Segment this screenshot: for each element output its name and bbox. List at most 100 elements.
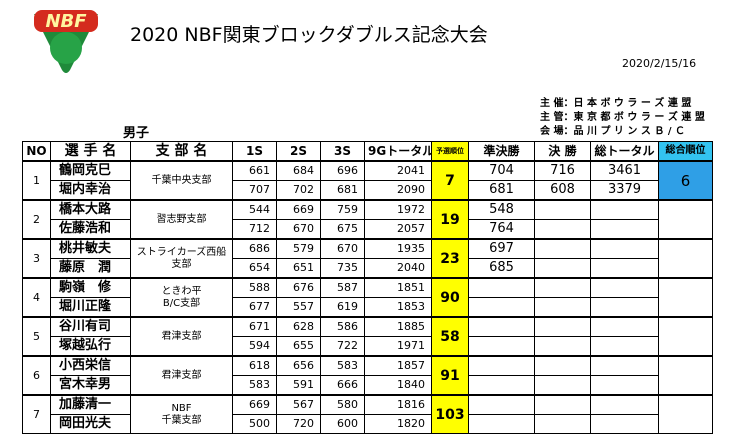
- header-cell: 支 部 名: [130, 141, 233, 162]
- score: 697: [468, 238, 535, 259]
- overall-rank: 6: [658, 160, 713, 201]
- score: 655: [276, 336, 321, 357]
- overall-rank: [658, 199, 713, 240]
- score: [590, 219, 659, 240]
- player-row: 2 橋本大路 習志野支部 544 669 759 1972 19 548: [22, 199, 713, 240]
- score: 759: [320, 199, 365, 220]
- score: 600: [320, 414, 365, 434]
- score: [468, 394, 535, 415]
- score: 716: [534, 160, 591, 181]
- overall-rank: [658, 238, 713, 279]
- score: [590, 375, 659, 396]
- player-row: 1 鶴岡克巳 千葉中央支部 661 684 696 2041 7 704 716 3461 6: [22, 160, 713, 201]
- player-name: 小西栄信: [50, 355, 131, 376]
- score: 588: [232, 277, 277, 298]
- score: 586: [320, 316, 365, 337]
- branch: ときわ平 B/C支部: [130, 277, 233, 318]
- score: 720: [276, 414, 321, 434]
- score: 654: [232, 258, 277, 279]
- score: 583: [320, 355, 365, 376]
- section: 男子: [123, 126, 150, 141]
- player-name: 谷川有司: [50, 316, 131, 337]
- score: 681: [320, 180, 365, 201]
- header-cell: 3S: [320, 141, 365, 162]
- score: 583: [232, 375, 277, 396]
- score: [534, 277, 591, 298]
- score: [468, 355, 535, 376]
- score: 1935: [364, 238, 432, 259]
- player-name: 堀川正隆: [50, 297, 131, 318]
- score: 684: [276, 160, 321, 181]
- player-name: 塚越弘行: [50, 336, 131, 357]
- score: [534, 394, 591, 415]
- score: [468, 336, 535, 357]
- branch: 君津支部: [130, 355, 233, 396]
- overall-rank: [658, 316, 713, 357]
- player-row: 4 駒嶺 修ときわ平 B/C支部 588 676 587 1851 90: [22, 277, 713, 318]
- qualify-rank: 19: [431, 199, 469, 240]
- qualify-rank: 103: [431, 394, 469, 434]
- header-cell: 準決勝: [468, 141, 535, 162]
- score: [534, 219, 591, 240]
- score: 722: [320, 336, 365, 357]
- player-name: 鶴岡克巳: [50, 160, 131, 181]
- team-no: 6: [22, 355, 51, 396]
- score: [590, 355, 659, 376]
- score: 2040: [364, 258, 432, 279]
- qualify-rank: 58: [431, 316, 469, 357]
- score: [590, 238, 659, 259]
- score: 3461: [590, 160, 659, 181]
- player-row: 6 小西栄信 君津支部 618 656 583 1857 91: [22, 355, 713, 396]
- score: 661: [232, 160, 277, 181]
- score: 548: [468, 199, 535, 220]
- player-name: 桃井敏夫: [50, 238, 131, 259]
- score: [590, 414, 659, 434]
- score: 670: [320, 238, 365, 259]
- header-cell: 総合順位: [658, 141, 713, 162]
- score: 671: [232, 316, 277, 337]
- header-cell: NO: [22, 141, 51, 162]
- score: 2057: [364, 219, 432, 240]
- branch-line: 千葉支部: [161, 414, 202, 426]
- score: 594: [232, 336, 277, 357]
- score: 702: [276, 180, 321, 201]
- score: 591: [276, 375, 321, 396]
- score: 669: [232, 394, 277, 415]
- score: [590, 277, 659, 298]
- score: [534, 336, 591, 357]
- logo: NBF: [34, 10, 98, 73]
- player-row: 塚越弘行 594 655 722 1971: [23, 336, 713, 357]
- logo-band: [34, 10, 98, 32]
- qualify-rank: 91: [431, 355, 469, 396]
- score: 608: [534, 180, 591, 201]
- date: 2020/2/15/16: [622, 57, 697, 70]
- score: 1885: [364, 316, 432, 337]
- score: 677: [232, 297, 277, 318]
- score: [590, 316, 659, 337]
- branch-line: 支部: [171, 258, 192, 270]
- score: 618: [232, 355, 277, 376]
- score: 712: [232, 219, 277, 240]
- qualify-rank: 90: [431, 277, 469, 318]
- branch: 君津支部: [130, 316, 233, 357]
- score: 579: [276, 238, 321, 259]
- qualify-rank: 23: [431, 238, 469, 279]
- score: 3379: [590, 180, 659, 201]
- score: 676: [276, 277, 321, 298]
- score: 557: [276, 297, 321, 318]
- score: 628: [276, 316, 321, 337]
- score: 1972: [364, 199, 432, 220]
- branch: ストライカーズ西船 支部: [130, 238, 233, 279]
- logo-ball: [50, 32, 82, 64]
- player-row: 5 谷川有司 君津支部 671 628 586 1885 58: [22, 316, 713, 357]
- score: 681: [468, 180, 535, 201]
- branch-line: 習志野支部: [156, 213, 207, 225]
- branch-line: 君津支部: [161, 330, 202, 342]
- overall-rank: [658, 355, 713, 396]
- score: 696: [320, 160, 365, 181]
- player-row: 7 加藤清一 NBF 千葉支部 669 567 580 1816 103: [22, 394, 713, 434]
- player-row: 藤原 潤 654 651 735 2040 685: [23, 258, 713, 279]
- score: 580: [320, 394, 365, 415]
- score: 1853: [364, 297, 432, 318]
- score: 666: [320, 375, 365, 396]
